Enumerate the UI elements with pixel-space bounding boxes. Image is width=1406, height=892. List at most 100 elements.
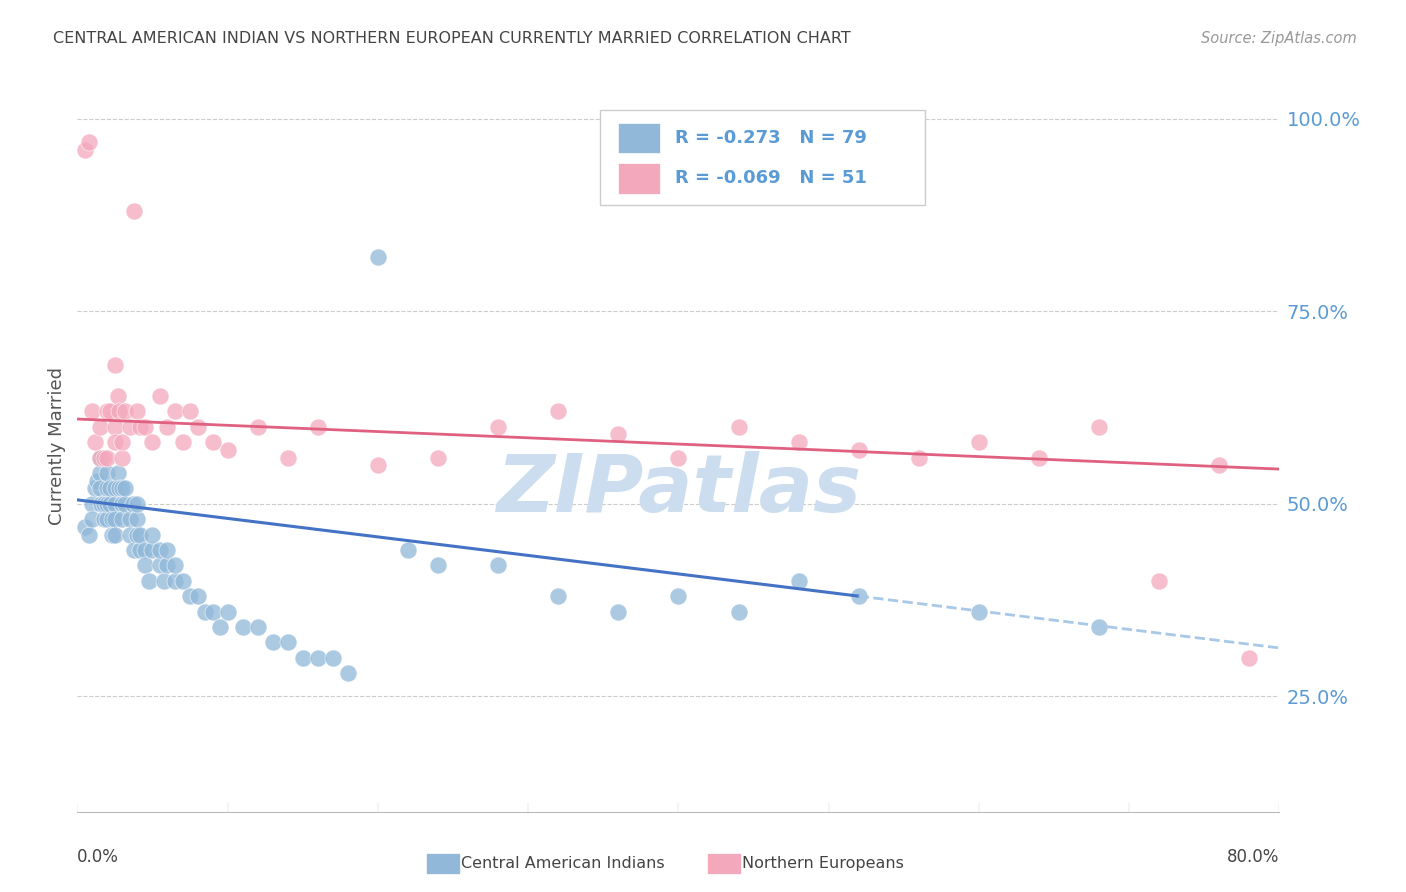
Point — [107, 389, 129, 403]
Text: 80.0%: 80.0% — [1227, 848, 1279, 866]
Point — [79, 135, 101, 149]
Point — [100, 497, 122, 511]
Point — [127, 404, 149, 418]
Point — [104, 481, 127, 495]
Point — [111, 450, 134, 465]
Point — [141, 527, 163, 541]
Point — [104, 512, 127, 526]
Point — [82, 404, 104, 418]
Point — [93, 512, 115, 526]
Point — [101, 512, 124, 526]
Point — [73, 520, 96, 534]
Point — [1208, 458, 1230, 473]
Point — [848, 442, 870, 457]
Point — [217, 442, 239, 457]
Point — [104, 419, 127, 434]
Point — [149, 558, 172, 573]
Point — [246, 620, 269, 634]
Point — [127, 497, 149, 511]
Point — [104, 497, 127, 511]
Point — [163, 404, 186, 418]
Point — [89, 450, 111, 465]
Point — [367, 251, 389, 265]
Point — [114, 481, 136, 495]
Point — [89, 450, 111, 465]
Point — [89, 466, 111, 480]
Point — [111, 481, 134, 495]
Point — [967, 605, 990, 619]
Point — [179, 589, 201, 603]
FancyBboxPatch shape — [619, 163, 661, 194]
Point — [367, 458, 389, 473]
Point — [118, 512, 141, 526]
Point — [232, 620, 254, 634]
Point — [114, 404, 136, 418]
Point — [908, 450, 931, 465]
Text: Central American Indians: Central American Indians — [461, 856, 665, 871]
Point — [134, 419, 156, 434]
Point — [134, 543, 156, 558]
Point — [118, 527, 141, 541]
Point — [727, 605, 749, 619]
Text: R = -0.273   N = 79: R = -0.273 N = 79 — [675, 129, 866, 147]
Point — [1088, 419, 1111, 434]
Point — [1149, 574, 1171, 588]
Point — [79, 527, 101, 541]
Point — [84, 481, 107, 495]
Point — [291, 650, 314, 665]
Point — [149, 389, 172, 403]
Point — [727, 419, 749, 434]
Point — [607, 427, 630, 442]
Point — [93, 497, 115, 511]
Point — [668, 589, 690, 603]
Text: Northern Europeans: Northern Europeans — [742, 856, 904, 871]
Point — [156, 558, 179, 573]
Point — [967, 435, 990, 450]
Point — [73, 143, 96, 157]
Point — [96, 512, 118, 526]
Point — [96, 466, 118, 480]
Point — [149, 543, 172, 558]
Text: 0.0%: 0.0% — [77, 848, 120, 866]
Point — [163, 574, 186, 588]
Point — [96, 450, 118, 465]
Point — [1028, 450, 1050, 465]
Point — [186, 419, 209, 434]
Text: ZIPatlas: ZIPatlas — [496, 450, 860, 529]
Point — [104, 435, 127, 450]
Point — [607, 605, 630, 619]
Point — [201, 435, 224, 450]
Point — [96, 404, 118, 418]
Point — [787, 574, 810, 588]
Point — [668, 450, 690, 465]
Point — [129, 543, 152, 558]
Point — [156, 543, 179, 558]
Point — [84, 435, 107, 450]
FancyBboxPatch shape — [619, 123, 661, 153]
Text: CENTRAL AMERICAN INDIAN VS NORTHERN EUROPEAN CURRENTLY MARRIED CORRELATION CHART: CENTRAL AMERICAN INDIAN VS NORTHERN EURO… — [53, 31, 851, 46]
Point — [427, 558, 450, 573]
Point — [547, 404, 569, 418]
Point — [122, 497, 145, 511]
Point — [96, 481, 118, 495]
FancyBboxPatch shape — [600, 110, 925, 204]
Point — [82, 512, 104, 526]
Point — [277, 450, 299, 465]
Point — [163, 558, 186, 573]
Point — [100, 404, 122, 418]
Point — [129, 527, 152, 541]
Y-axis label: Currently Married: Currently Married — [48, 367, 66, 525]
Point — [186, 589, 209, 603]
Point — [396, 543, 419, 558]
Point — [209, 620, 232, 634]
Point — [111, 497, 134, 511]
Point — [129, 419, 152, 434]
Point — [108, 481, 131, 495]
Point — [114, 497, 136, 511]
Point — [90, 497, 112, 511]
Point — [307, 419, 329, 434]
Point — [427, 450, 450, 465]
Point — [96, 497, 118, 511]
Point — [547, 589, 569, 603]
Point — [104, 527, 127, 541]
